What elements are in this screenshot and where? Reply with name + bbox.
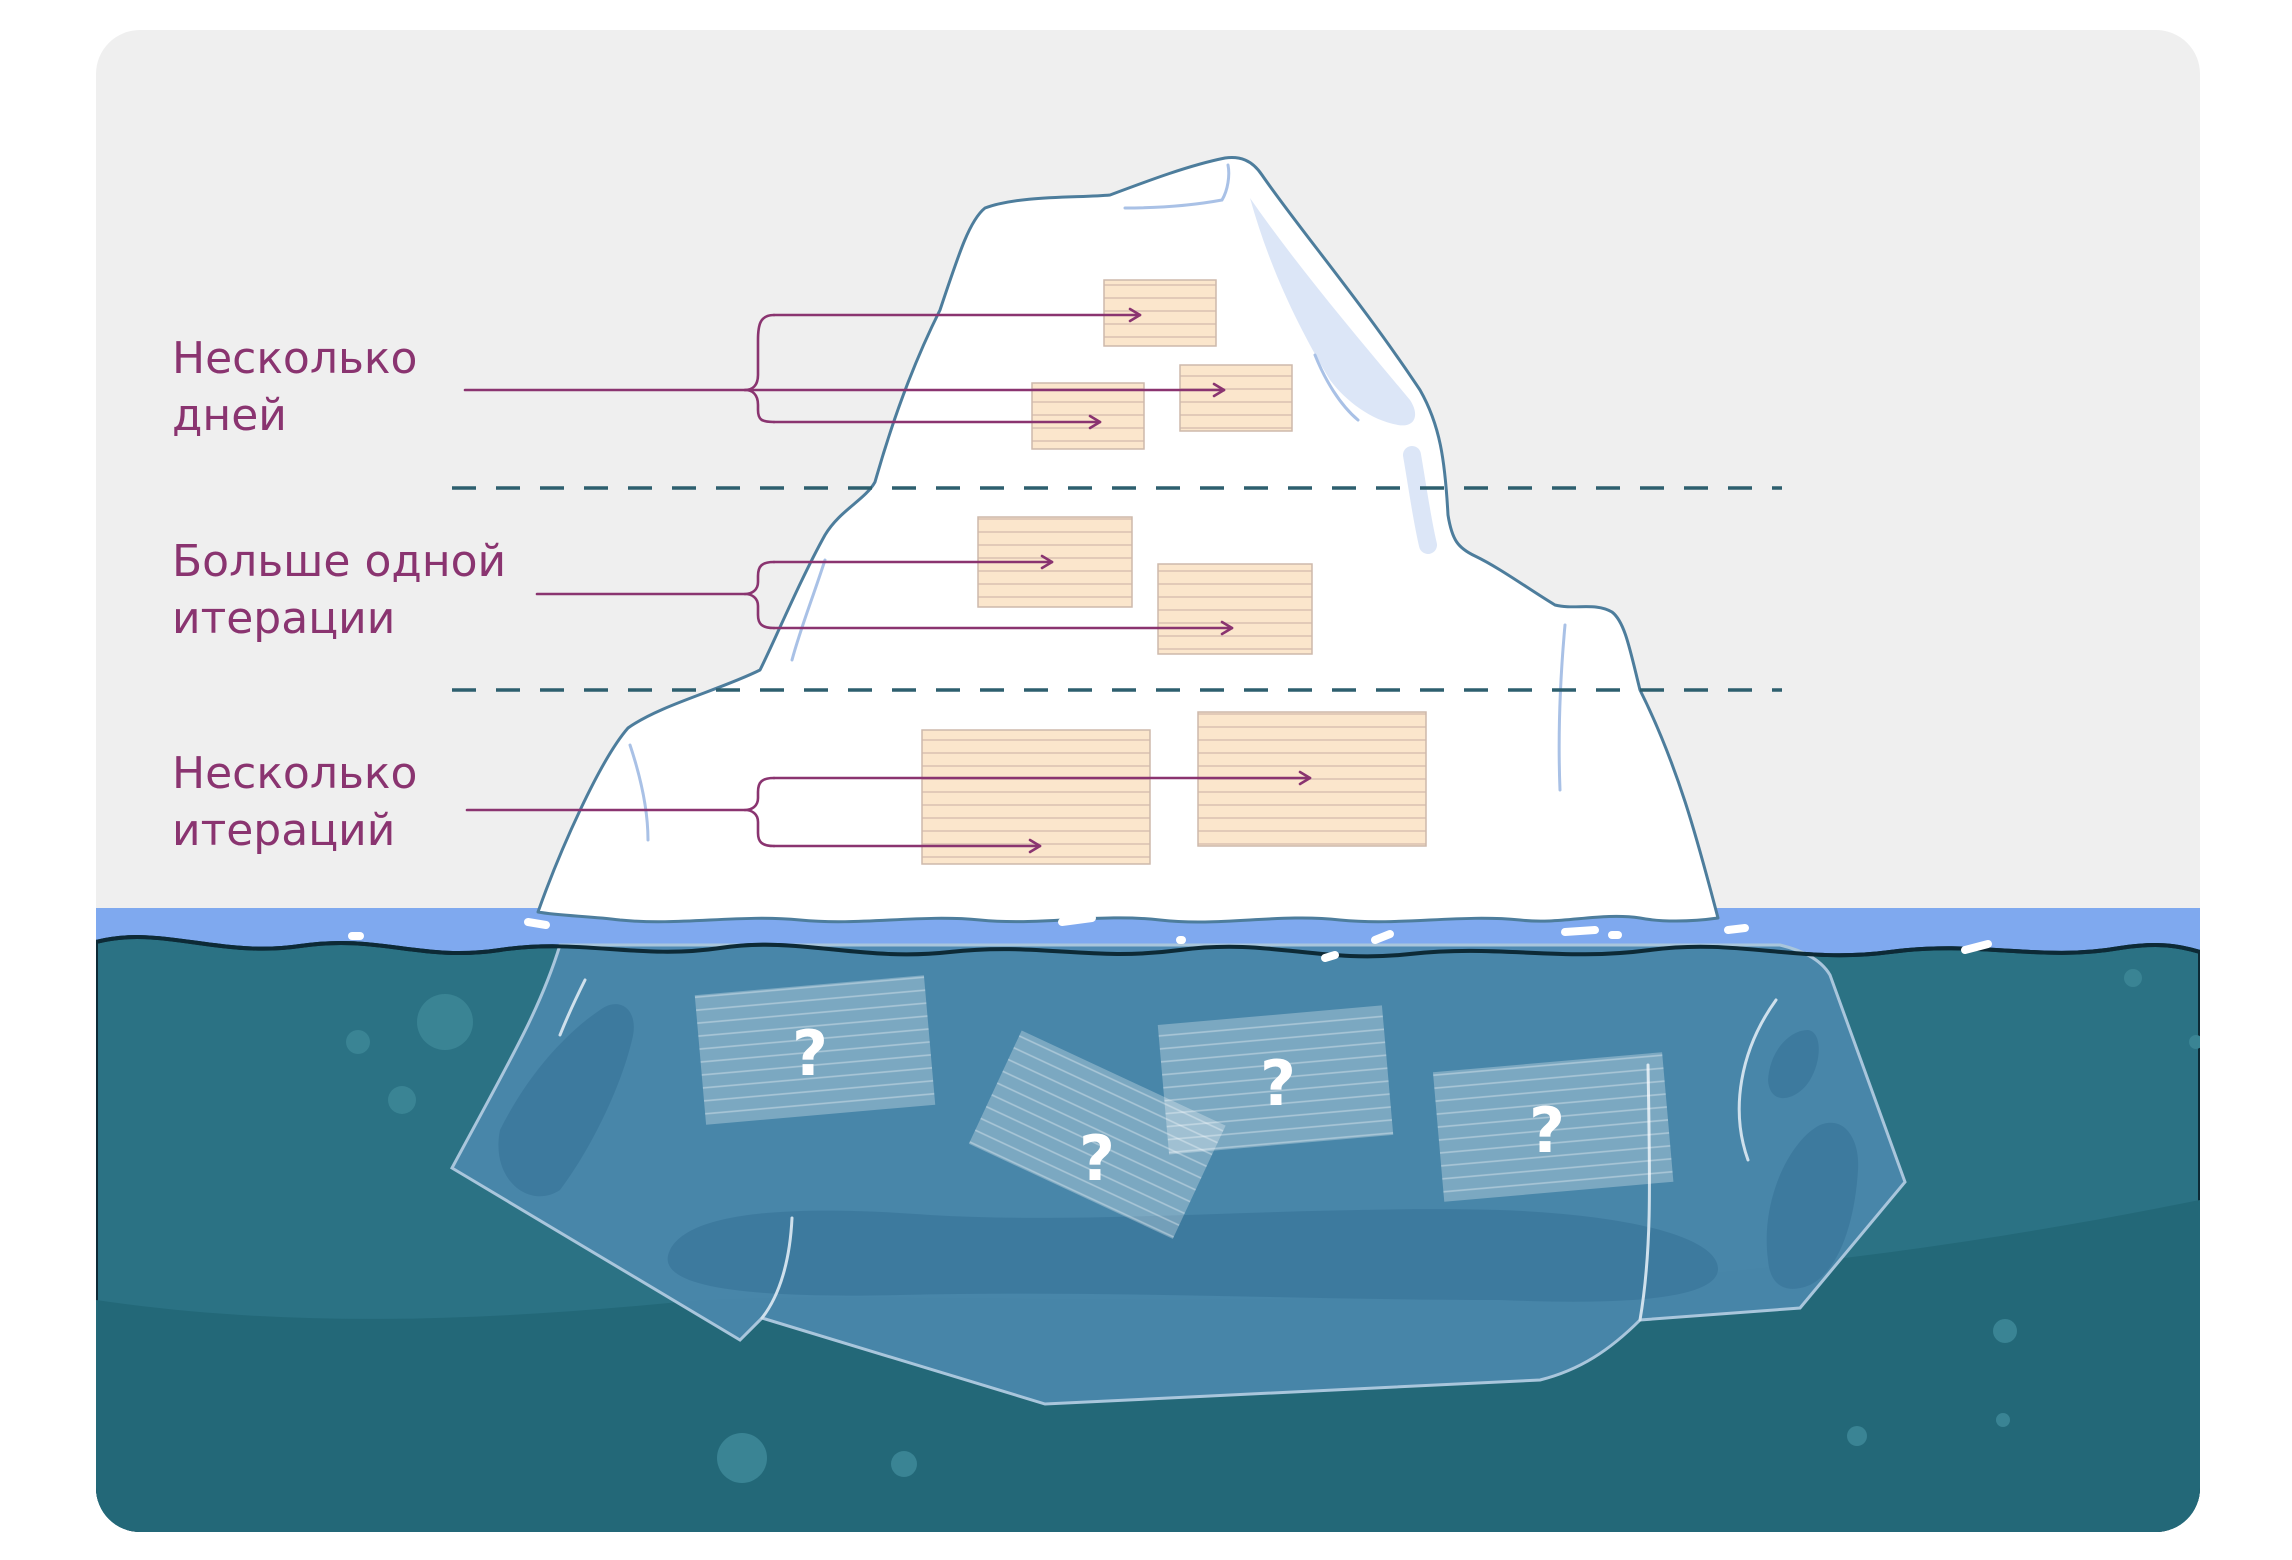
scene: ? ? ? ? (96, 30, 2200, 1532)
task-card-6 (921, 729, 1151, 865)
iceberg-highlight-right (1313, 353, 1360, 422)
tier2-label: Больше одной итерации (172, 536, 507, 644)
task-card-5 (1157, 563, 1313, 655)
hidden-card-2 (968, 1030, 1226, 1239)
underwater-shadow-right (1766, 1122, 1859, 1289)
underwater-shadow (667, 1209, 1719, 1302)
iceberg-shadow-right (1250, 198, 1416, 426)
tier2-brace (743, 560, 776, 630)
tier1-label: Несколько дней (172, 333, 418, 441)
task-card-2 (1179, 364, 1293, 432)
iceberg-streak-right (1403, 446, 1437, 554)
underwater-highlight-left (558, 978, 587, 1037)
foam (348, 914, 1992, 962)
hidden-card-4-mark: ? (1529, 1094, 1565, 1167)
hidden-card-3-mark: ? (1260, 1047, 1296, 1120)
task-card-1 (1103, 279, 1217, 347)
underwater-shadow-left (498, 1004, 634, 1197)
hidden-card-4 (1432, 1052, 1674, 1202)
iceberg-highlight-far (1557, 623, 1567, 792)
wave-line (96, 935, 2200, 959)
underwater-shadow-right-top (1768, 1030, 1819, 1099)
task-card-3 (1031, 382, 1145, 450)
iceberg-highlight-low (628, 743, 650, 842)
iceberg-highlight-top (1123, 163, 1231, 210)
tier3-label: Несколько итераций (172, 748, 418, 856)
hidden-card-3 (1157, 1005, 1394, 1155)
hidden-card-1 (694, 975, 936, 1125)
bubbles (346, 969, 2200, 1483)
tier3-brace (743, 776, 776, 848)
hidden-tasks: ? ? ? ? (694, 975, 1674, 1239)
hidden-card-1-mark: ? (792, 1017, 828, 1090)
underwater-highlight-mid (760, 1216, 794, 1320)
underwater-highlight-right (1737, 998, 1778, 1162)
hidden-card-2-mark: ? (1079, 1122, 1115, 1195)
iceberg-highlight-mid (790, 558, 827, 662)
arrows (463, 307, 1312, 854)
